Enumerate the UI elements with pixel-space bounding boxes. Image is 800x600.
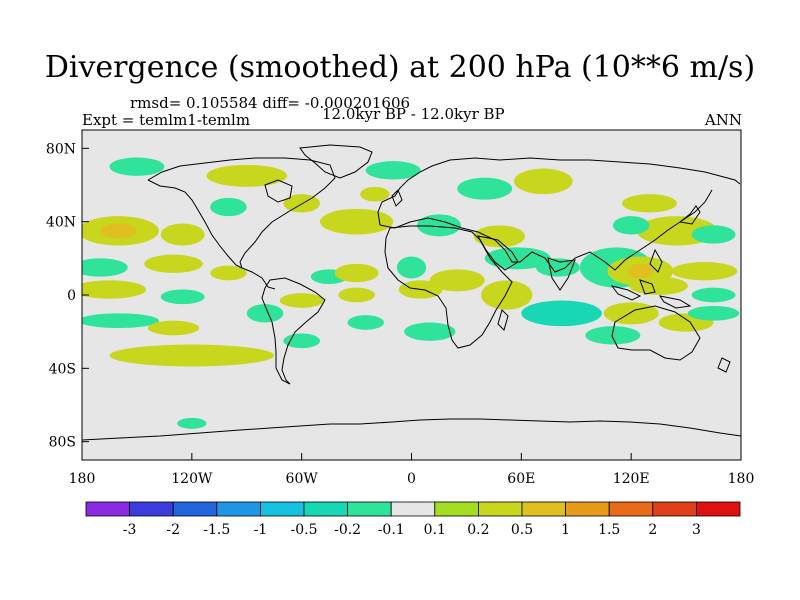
colorbar-label: -0.1 — [378, 522, 405, 538]
divergence-patch-45 — [365, 161, 421, 180]
divergence-patch-9 — [109, 344, 275, 367]
x-tick-label: 60W — [286, 471, 319, 487]
colorbar-label: -1 — [254, 522, 268, 538]
coastlines — [82, 144, 741, 441]
divergence-patch-17 — [347, 315, 385, 330]
divergence-patch-5 — [82, 280, 147, 299]
divergence-field — [82, 157, 740, 429]
x-tick-label: 60E — [507, 471, 535, 487]
y-axis: 80N 40N 0 40S 80S — [46, 141, 89, 451]
chart-title: Divergence (smoothed) at 200 hPa (10**6 … — [44, 50, 756, 85]
y-tick-label: 40N — [46, 215, 76, 231]
divergence-patch-30 — [629, 276, 688, 296]
divergence-patch-41 — [319, 208, 394, 235]
divergence-patch-40 — [687, 306, 740, 321]
experiment-label: Expt = temlm1-temlm — [82, 111, 251, 129]
divergence-patch-11 — [210, 265, 247, 281]
divergence-patch-4 — [144, 254, 203, 273]
colorbar-label: -0.2 — [334, 522, 361, 538]
divergence-patch-14 — [338, 287, 375, 303]
y-tick-label: 80S — [49, 435, 76, 451]
divergence-patch-36 — [603, 302, 659, 325]
colorbar: -3 -2 -1.5 -1 -0.5 -0.2 -0.1 0.1 0.2 0.5 1 1.5 2 3 — [85, 501, 741, 538]
divergence-patch-2 — [160, 223, 205, 246]
colorbar-swatch — [477, 501, 523, 517]
divergence-patch-12 — [279, 293, 324, 308]
colorbar-label: 0.5 — [511, 522, 533, 538]
divergence-patch-50 — [360, 186, 390, 202]
x-tick-label: 120W — [171, 471, 213, 487]
divergence-patch-51 — [177, 417, 207, 429]
divergence-patch-3 — [82, 258, 128, 277]
colorbar-label: -0.5 — [291, 522, 318, 538]
x-tick-label: 180 — [69, 471, 96, 487]
colorbar-label: -3 — [123, 522, 137, 538]
divergence-patch-8 — [147, 320, 200, 336]
season-label: ANN — [704, 111, 742, 129]
divergence-patch-46 — [206, 164, 288, 187]
divergence-patch-44 — [514, 168, 573, 195]
colorbar-swatch — [129, 501, 174, 517]
divergence-patch-47 — [109, 157, 165, 176]
colorbar-swatch — [85, 501, 130, 517]
x-tick-label: 0 — [407, 471, 416, 487]
stats-label: rmsd= 0.105584 diff= -0.000201606 — [130, 94, 411, 112]
divergence-patch-16 — [283, 333, 320, 349]
colorbar-swatch — [565, 501, 610, 517]
divergence-patch-49 — [210, 197, 247, 217]
divergence-patch-29 — [627, 263, 654, 279]
colorbar-swatch — [216, 501, 261, 517]
x-tick-label: 120E — [613, 471, 650, 487]
colorbar-label: 2 — [648, 522, 657, 538]
colorbar-swatch — [390, 501, 436, 517]
colorbar-swatch — [303, 501, 348, 517]
y-tick-label: 40S — [49, 361, 76, 377]
colorbar-swatch — [696, 501, 741, 517]
colorbar-label: 0.1 — [424, 522, 446, 538]
divergence-patch-38 — [585, 326, 641, 345]
divergence-patch-24 — [473, 225, 525, 248]
colorbar-label: 0.2 — [467, 522, 489, 538]
colorbar-label: -2 — [166, 522, 180, 538]
colorbar-label: 1.5 — [598, 522, 620, 538]
colorbar-label: 1 — [561, 522, 570, 538]
divergence-patch-22 — [481, 280, 533, 310]
colorbar-swatch — [347, 501, 392, 517]
divergence-patch-48 — [283, 194, 320, 213]
divergence-patch-35 — [622, 194, 677, 213]
divergence-patch-43 — [457, 177, 513, 200]
colorbar-swatch — [652, 501, 697, 517]
divergence-patch-31 — [671, 262, 738, 281]
divergence-patch-39 — [691, 287, 736, 303]
colorbar-label: -1.5 — [203, 522, 230, 538]
divergence-patch-26 — [521, 300, 602, 327]
colorbar-swatch — [608, 501, 654, 517]
divergence-patch-18 — [404, 322, 456, 341]
colorbar-swatch — [521, 501, 566, 517]
colorbar-swatch — [172, 501, 218, 517]
divergence-patch-33 — [612, 216, 650, 235]
divergence-patch-15 — [334, 263, 379, 283]
divergence-patch-42 — [416, 214, 461, 237]
divergence-patch-25 — [535, 258, 580, 277]
divergence-patch-21 — [396, 256, 427, 279]
x-tick-label: 180 — [728, 471, 755, 487]
divergence-patch-1 — [100, 223, 137, 239]
colorbar-swatch — [259, 501, 305, 517]
y-tick-label: 80N — [46, 141, 76, 157]
y-tick-label: 0 — [67, 288, 76, 304]
colorbar-label: 3 — [692, 522, 701, 538]
divergence-patch-34 — [691, 225, 736, 244]
divergence-patch-6 — [160, 289, 205, 305]
divergence-patch-10 — [246, 304, 284, 323]
period-label: 12.0kyr BP - 12.0kyr BP — [322, 105, 505, 123]
divergence-patch-20 — [429, 269, 485, 292]
x-axis: 180 120W 60W 0 60E 120E 180 — [69, 453, 755, 487]
colorbar-swatch — [434, 501, 479, 517]
divergence-patch-7 — [82, 313, 159, 328]
